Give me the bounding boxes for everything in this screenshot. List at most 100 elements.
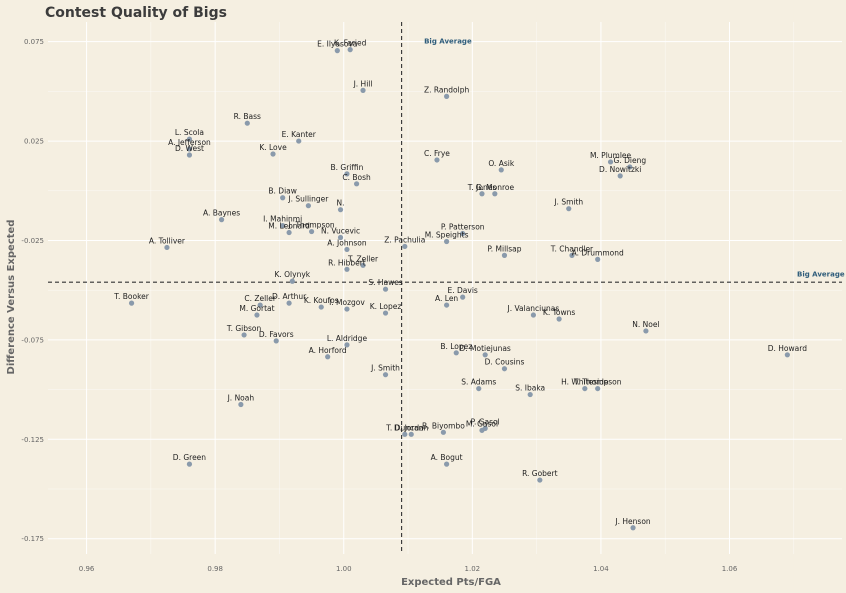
point-label: I. Mahinmi	[263, 215, 302, 224]
data-point	[460, 230, 466, 237]
point-label: O. Asik	[488, 159, 514, 168]
data-point	[530, 312, 537, 318]
data-point	[286, 229, 292, 236]
point-label: D. Motiejunas	[460, 344, 511, 353]
point-label: H. Whiteside	[561, 378, 609, 387]
x-tick-label: 1.02	[465, 565, 481, 573]
data-point	[402, 243, 408, 250]
data-point	[408, 431, 414, 437]
point-label: D. Jordan	[394, 423, 429, 432]
data-point	[492, 191, 498, 197]
data-point	[360, 87, 366, 93]
data-point	[353, 181, 360, 187]
data-point	[344, 171, 350, 177]
point-label: B. Diaw	[268, 187, 297, 196]
point-label: E. Davis	[448, 286, 478, 295]
point-label: G. Dieng	[614, 156, 647, 165]
point-label: J. Sullinger	[287, 195, 329, 204]
point-label: L. Scola	[175, 128, 204, 137]
point-label: C. Zeller	[244, 294, 277, 303]
point-label: J. Valanciunas	[507, 304, 560, 313]
data-point	[218, 217, 225, 223]
point-label: K. Olynyk	[274, 270, 310, 279]
chart-title: Contest Quality of Bigs	[45, 5, 227, 21]
point-label: K. Towns	[543, 308, 575, 317]
data-points	[128, 47, 790, 531]
point-label: T. Thompson	[573, 378, 622, 387]
data-point	[238, 401, 244, 408]
point-label: D. Howard	[768, 344, 807, 353]
point-label: T. Duncan	[385, 423, 423, 432]
data-point	[128, 300, 135, 306]
point-label: T. Gibson	[226, 324, 262, 333]
data-point	[444, 461, 450, 467]
point-label: A. Drummond	[572, 248, 624, 257]
point-label: N.	[337, 199, 345, 208]
annotation-label: Big Average	[424, 38, 472, 46]
point-label: K. Lopez	[370, 302, 402, 311]
data-point	[569, 252, 575, 258]
point-label: J. Smith	[553, 198, 583, 207]
point-label: K. Love	[259, 143, 287, 152]
data-point	[241, 332, 247, 338]
point-label: K. Faried	[334, 39, 367, 48]
data-point	[186, 461, 193, 467]
data-point	[479, 191, 485, 197]
data-point	[186, 136, 193, 142]
data-point	[617, 173, 623, 179]
point-label: Z. Pachulia	[384, 235, 425, 244]
point-label: A. Len	[435, 294, 458, 303]
point-label: M. Speights	[425, 230, 469, 239]
point-label: D. Favors	[259, 330, 294, 339]
data-point	[501, 366, 508, 372]
data-point	[630, 525, 636, 531]
point-label: A. Johnson	[327, 238, 367, 247]
y-axis-ticks: 0.075 0.025 -0.025 -0.075 -0.125 -0.175	[21, 38, 44, 543]
data-point	[308, 228, 315, 235]
data-point	[186, 146, 193, 152]
data-point	[498, 167, 504, 173]
point-label: N. Vucevic	[321, 227, 360, 236]
point-label: D. Nowitzki	[599, 165, 641, 174]
point-label: M. Leonard	[268, 222, 310, 231]
point-label: P. Gasol	[471, 417, 500, 426]
data-point	[280, 195, 286, 201]
grid-major	[48, 22, 842, 554]
data-point	[280, 222, 286, 229]
point-label: A. Jefferson	[168, 138, 211, 147]
x-tick-label: 0.98	[207, 565, 223, 573]
point-label: L. Aldridge	[327, 334, 368, 343]
point-label: R. Hibbert	[328, 258, 366, 267]
point-label: T. Zeller	[347, 254, 379, 263]
point-label: Z. Randolph	[424, 85, 469, 94]
data-point	[607, 159, 614, 165]
y-tick-label: 0.025	[24, 138, 44, 146]
data-point	[382, 372, 389, 378]
data-point	[582, 385, 588, 392]
point-label: B. Biyombo	[422, 421, 465, 430]
x-tick-label: 1.00	[336, 565, 352, 573]
data-point	[334, 48, 340, 54]
data-point	[595, 256, 601, 262]
data-point	[440, 429, 446, 435]
point-label: J. Hill	[353, 79, 373, 88]
data-point	[527, 391, 533, 398]
point-label: T. Booker	[113, 292, 149, 301]
data-point	[537, 477, 543, 483]
point-label: D. Green	[173, 453, 207, 462]
point-label: P. Patterson	[441, 223, 485, 232]
data-point	[382, 286, 389, 292]
data-point	[627, 164, 633, 170]
data-point	[501, 252, 508, 258]
point-label: S. Hawes	[368, 278, 403, 287]
point-label: E. Kanter	[282, 130, 317, 139]
data-point	[296, 138, 302, 144]
point-label: P. Millsap	[487, 244, 521, 253]
data-point	[453, 350, 459, 356]
point-label: T. Chandler	[550, 244, 594, 253]
data-point	[595, 385, 601, 392]
y-tick-label: -0.075	[21, 336, 44, 344]
grid-minor	[48, 22, 842, 554]
point-label: J. Henson	[614, 517, 650, 526]
